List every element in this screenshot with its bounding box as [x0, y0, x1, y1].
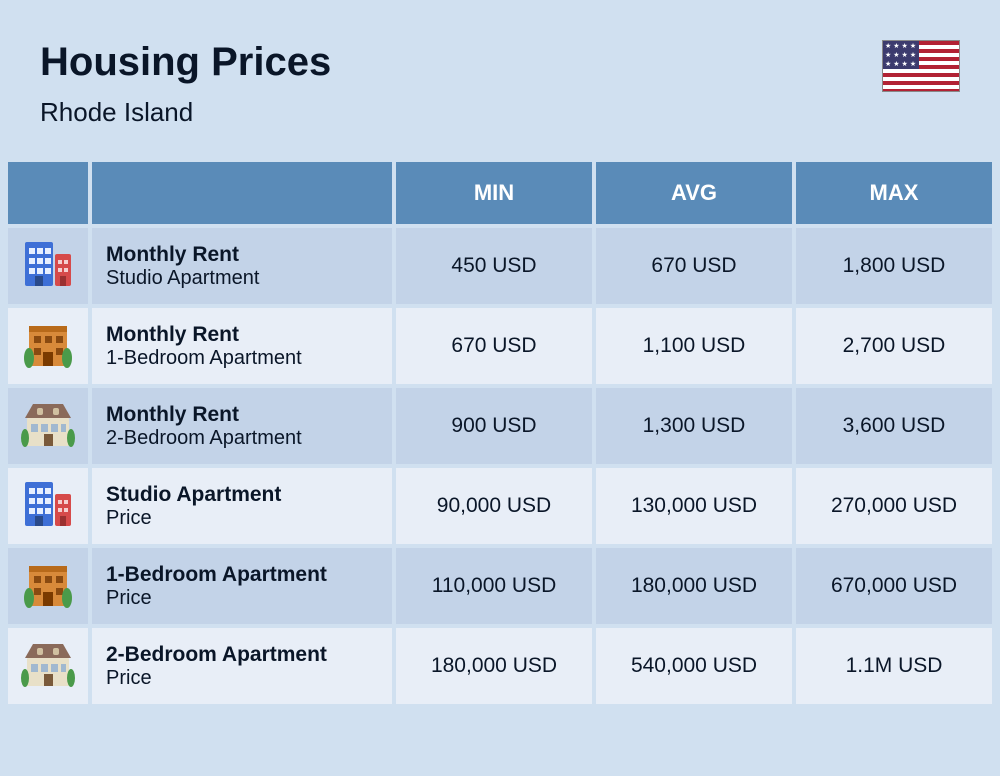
cell-avg: 130,000 USD: [596, 468, 792, 544]
row-subtitle: Price: [106, 587, 382, 610]
header-text: Housing Prices Rhode Island: [40, 40, 331, 128]
table-row: Monthly RentStudio Apartment450 USD670 U…: [8, 228, 992, 304]
cell-max: 2,700 USD: [796, 308, 992, 384]
row-title: Monthly Rent: [106, 243, 382, 267]
table-row: 1-Bedroom ApartmentPrice110,000 USD180,0…: [8, 548, 992, 624]
brick-building-icon: [8, 548, 88, 624]
row-subtitle: 1-Bedroom Apartment: [106, 347, 382, 370]
row-label: Monthly Rent2-Bedroom Apartment: [92, 388, 392, 464]
row-subtitle: Price: [106, 667, 382, 690]
cell-avg: 1,100 USD: [596, 308, 792, 384]
row-subtitle: Studio Apartment: [106, 267, 382, 290]
cell-min: 110,000 USD: [396, 548, 592, 624]
row-subtitle: 2-Bedroom Apartment: [106, 427, 382, 450]
row-title: 2-Bedroom Apartment: [106, 643, 382, 667]
col-header-max: MAX: [796, 162, 992, 224]
apartment-block-icon: [8, 468, 88, 544]
cell-avg: 670 USD: [596, 228, 792, 304]
col-header-blank-icon: [8, 162, 88, 224]
cell-min: 180,000 USD: [396, 628, 592, 704]
row-title: Monthly Rent: [106, 403, 382, 427]
table-row: Monthly Rent2-Bedroom Apartment900 USD1,…: [8, 388, 992, 464]
table-row: Studio ApartmentPrice90,000 USD130,000 U…: [8, 468, 992, 544]
cell-max: 3,600 USD: [796, 388, 992, 464]
housing-prices-table: MIN AVG MAX Monthly RentStudio Apartment…: [0, 158, 1000, 708]
row-subtitle: Price: [106, 507, 382, 530]
cell-max: 270,000 USD: [796, 468, 992, 544]
brick-building-icon: [8, 308, 88, 384]
row-title: 1-Bedroom Apartment: [106, 563, 382, 587]
page-subtitle: Rhode Island: [40, 97, 331, 128]
us-flag-icon: [882, 40, 960, 92]
row-label: Monthly RentStudio Apartment: [92, 228, 392, 304]
row-title: Monthly Rent: [106, 323, 382, 347]
row-title: Studio Apartment: [106, 483, 382, 507]
cell-min: 90,000 USD: [396, 468, 592, 544]
row-label: 1-Bedroom ApartmentPrice: [92, 548, 392, 624]
mansard-house-icon: [8, 628, 88, 704]
table-row: 2-Bedroom ApartmentPrice180,000 USD540,0…: [8, 628, 992, 704]
col-header-blank-label: [92, 162, 392, 224]
cell-min: 670 USD: [396, 308, 592, 384]
cell-max: 1,800 USD: [796, 228, 992, 304]
mansard-house-icon: [8, 388, 88, 464]
row-label: Studio ApartmentPrice: [92, 468, 392, 544]
cell-max: 670,000 USD: [796, 548, 992, 624]
cell-max: 1.1M USD: [796, 628, 992, 704]
col-header-min: MIN: [396, 162, 592, 224]
col-header-avg: AVG: [596, 162, 792, 224]
table-header-row: MIN AVG MAX: [8, 162, 992, 224]
cell-avg: 1,300 USD: [596, 388, 792, 464]
row-label: 2-Bedroom ApartmentPrice: [92, 628, 392, 704]
cell-avg: 540,000 USD: [596, 628, 792, 704]
cell-min: 450 USD: [396, 228, 592, 304]
cell-avg: 180,000 USD: [596, 548, 792, 624]
apartment-block-icon: [8, 228, 88, 304]
page-title: Housing Prices: [40, 40, 331, 85]
row-label: Monthly Rent1-Bedroom Apartment: [92, 308, 392, 384]
table-row: Monthly Rent1-Bedroom Apartment670 USD1,…: [8, 308, 992, 384]
cell-min: 900 USD: [396, 388, 592, 464]
header: Housing Prices Rhode Island: [0, 0, 1000, 158]
